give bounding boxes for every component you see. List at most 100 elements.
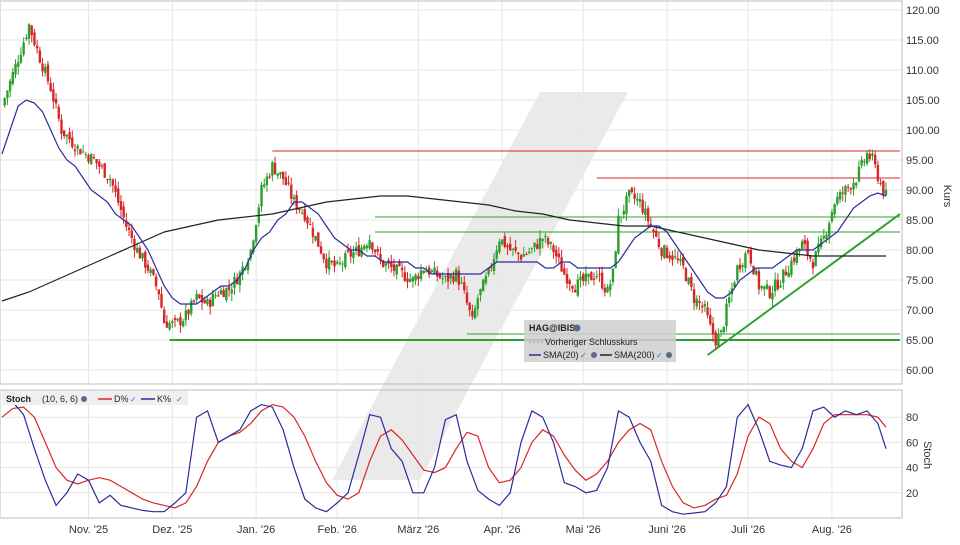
candle-body	[511, 248, 515, 250]
candle-body	[222, 290, 225, 298]
candle-body	[860, 159, 863, 166]
stoch-k-check-icon[interactable]: ✓	[176, 395, 183, 404]
x-tick-label: Juni '26	[648, 524, 686, 536]
candle-body	[684, 268, 688, 282]
legend-sma200-globe-icon[interactable]	[666, 352, 672, 358]
candle-body	[619, 216, 623, 218]
candle-body	[430, 270, 434, 272]
stoch-params: (10, 6, 6)	[42, 394, 78, 404]
candle-body	[62, 130, 66, 137]
candle-body	[760, 286, 763, 289]
candle-body	[822, 235, 826, 239]
candle-body	[341, 263, 344, 265]
candle-body	[271, 162, 274, 176]
candle-body	[481, 279, 485, 292]
moving-averages	[1, 99, 887, 305]
legend-sma20: SMA(20)	[543, 350, 579, 360]
x-tick-label: März '26	[397, 524, 439, 536]
price-tick-label: 100.00	[906, 125, 940, 137]
candle-body	[276, 173, 279, 176]
candle-body	[660, 248, 663, 257]
candle-body	[100, 165, 104, 167]
candle-body	[549, 241, 552, 244]
candle-body	[644, 208, 647, 215]
candle-body	[836, 196, 839, 205]
candle-body	[771, 293, 774, 300]
candle-body	[206, 298, 209, 305]
candle-body	[400, 267, 404, 271]
candle-body	[763, 286, 766, 290]
candle-body	[338, 262, 342, 264]
candle-body	[841, 192, 844, 194]
candle-body	[849, 188, 853, 190]
stoch-tick-label: 60	[906, 437, 918, 449]
candle-body	[590, 272, 593, 281]
candle-body	[503, 236, 507, 248]
candle-body	[741, 265, 744, 267]
candle-body	[268, 176, 271, 178]
candle-body	[838, 191, 842, 200]
candle-body	[682, 257, 685, 266]
candle-body	[319, 246, 323, 254]
globe-icon[interactable]	[573, 324, 581, 332]
candle-body	[303, 209, 306, 221]
candle-body	[509, 243, 512, 251]
candle-body	[352, 252, 355, 259]
candle-body	[292, 197, 296, 200]
candle-body	[622, 210, 625, 215]
candle-body	[392, 264, 396, 271]
candle-body	[630, 187, 634, 193]
candle-body	[27, 24, 31, 39]
price-tick-label: 80.00	[906, 245, 934, 257]
sma200-line	[1, 195, 886, 302]
stoch-globe-icon[interactable]	[81, 396, 87, 402]
candle-body	[317, 232, 320, 247]
candle-body	[160, 293, 163, 308]
candle-body	[125, 220, 128, 227]
candle-body	[692, 289, 696, 303]
candle-body	[725, 303, 728, 326]
candle-body	[422, 270, 425, 273]
candle-body	[208, 299, 212, 307]
candle-body	[235, 278, 239, 285]
legend-sma20-globe-icon[interactable]	[591, 352, 597, 358]
x-tick-label: Nov. '25	[69, 524, 108, 536]
candle-body	[800, 241, 804, 250]
candle-body	[722, 327, 725, 333]
candle-body	[238, 272, 242, 286]
candle-body	[571, 286, 574, 289]
candle-body	[530, 248, 534, 250]
candle-body	[119, 201, 123, 211]
candle-body	[519, 255, 523, 260]
candle-body	[711, 323, 715, 335]
stochastic-lines	[1, 401, 887, 515]
candle-body	[230, 289, 233, 294]
candle-body	[744, 253, 747, 268]
candle-body	[490, 267, 493, 269]
candle-body	[390, 261, 393, 268]
candle-body	[308, 224, 312, 226]
candle-body	[306, 217, 309, 224]
legend-sma20-check-icon[interactable]: ✓	[580, 351, 587, 360]
stoch-d-check-icon[interactable]: ✓	[130, 395, 137, 404]
candle-body	[738, 264, 742, 270]
candle-body	[417, 276, 420, 280]
candlestick-series	[3, 23, 888, 351]
legend-symbol: HAG@IBIS	[529, 323, 575, 333]
candle-body	[344, 253, 347, 268]
candle-body	[163, 309, 166, 324]
candle-body	[146, 264, 150, 271]
price-tick-label: 60.00	[906, 365, 934, 377]
candle-body	[284, 177, 288, 185]
candle-body	[476, 298, 479, 310]
candle-body	[254, 225, 258, 242]
candle-body	[117, 188, 120, 203]
legend-sma200-check-icon[interactable]: ✓	[656, 351, 663, 360]
candle-body	[92, 157, 96, 159]
x-tick-label: Apr. '26	[484, 524, 521, 536]
candle-body	[452, 275, 455, 282]
candle-body	[49, 83, 52, 92]
candle-body	[17, 62, 20, 67]
candle-body	[411, 276, 415, 282]
